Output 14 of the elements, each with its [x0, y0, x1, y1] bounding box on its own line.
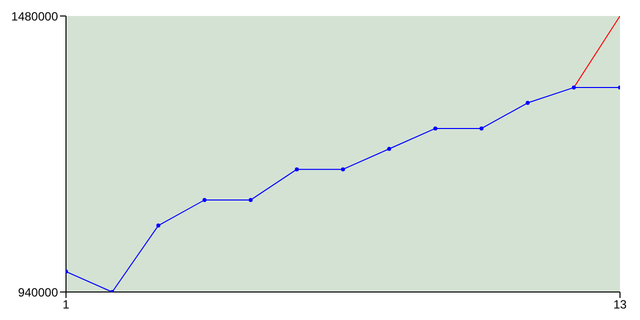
point	[433, 126, 438, 130]
point	[341, 167, 345, 172]
y-tick-label: 1480000	[11, 9, 58, 24]
point	[387, 146, 392, 151]
point	[294, 167, 299, 172]
point	[480, 126, 484, 130]
y-tick-label: 940000	[18, 285, 58, 300]
point	[156, 224, 160, 228]
point	[526, 100, 530, 105]
x-tick-label: 1	[62, 298, 70, 312]
point	[248, 198, 253, 202]
point	[202, 198, 206, 202]
point	[572, 86, 576, 90]
x-tick-label: 13	[613, 298, 627, 312]
